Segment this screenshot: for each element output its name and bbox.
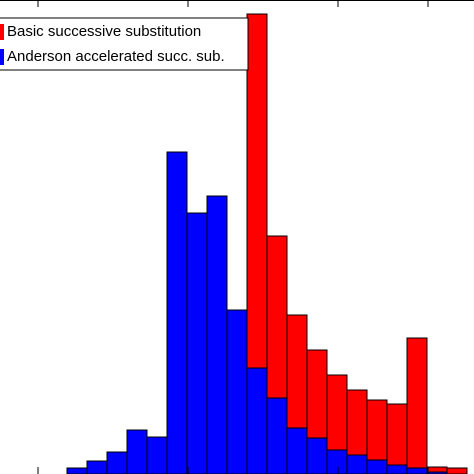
legend-label: Anderson accelerated succ. sub. [7, 48, 225, 65]
bar [386, 403, 408, 474]
bar [66, 467, 88, 474]
bar [346, 454, 368, 474]
bar [266, 397, 288, 474]
bar [106, 451, 128, 474]
bar [126, 429, 148, 474]
legend-box [0, 17, 249, 71]
bar [366, 459, 388, 474]
bar [146, 436, 168, 474]
bar [286, 427, 308, 474]
bar [386, 464, 408, 474]
bar [166, 151, 188, 474]
plot-area [66, 13, 468, 474]
legend-swatch [0, 49, 4, 65]
bar [206, 195, 228, 474]
legend: Basic successive substitution Anderson ac… [0, 17, 249, 71]
bar [226, 309, 248, 474]
legend-swatch [0, 24, 4, 40]
bar [306, 437, 328, 474]
bar [406, 337, 428, 474]
bar [186, 212, 208, 474]
bar [446, 467, 468, 474]
bar [326, 449, 348, 474]
bar [246, 367, 268, 474]
bar [406, 467, 428, 474]
bar [426, 471, 448, 474]
bar [86, 460, 108, 474]
legend-label: Basic successive substitution [7, 23, 201, 40]
